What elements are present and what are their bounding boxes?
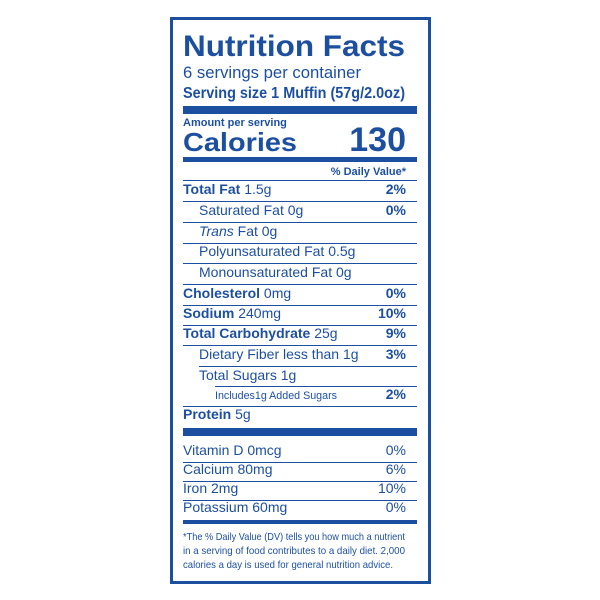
- medium-rule: [183, 520, 417, 524]
- text-part: Dietary Fiber less than: [199, 346, 339, 362]
- thick-rule: [183, 106, 417, 114]
- dv: 0%: [386, 442, 406, 458]
- footnote: calories a day is used for general nutri…: [183, 559, 393, 571]
- nutrient: Total Sugars 1g: [199, 367, 296, 383]
- dv: 9%: [386, 325, 407, 341]
- text-part: Trans: [199, 223, 234, 239]
- thick-rule: [183, 428, 417, 436]
- text-part: Iron: [183, 480, 207, 496]
- title: Nutrition Facts: [183, 30, 405, 63]
- text-part: Potassium: [183, 499, 248, 515]
- dv: 3%: [386, 346, 407, 362]
- dv-header: % Daily Value*: [331, 166, 407, 178]
- nutrient: Total Carbohydrate 25g: [183, 325, 338, 341]
- text-part: 25g: [314, 325, 337, 341]
- nutrient: Polyunsaturated Fat 0.5g: [199, 243, 355, 259]
- text-part: 60mg: [252, 499, 287, 515]
- nutrient: Cholesterol 0mg: [183, 285, 291, 301]
- nutrient: Trans Fat 0g: [199, 223, 277, 239]
- text-part: Sodium: [183, 305, 234, 321]
- dv: 2%: [386, 386, 407, 402]
- vitamin: Vitamin D 0mcg: [183, 442, 282, 458]
- text-part: Monounsaturated Fat: [199, 264, 332, 280]
- text-part: 0g: [288, 202, 304, 218]
- vitamin: Iron 2mg: [183, 480, 238, 496]
- dv: 0%: [386, 285, 407, 301]
- dv: 6%: [386, 461, 406, 477]
- nutrient: Includes1g Added Sugars: [215, 390, 337, 402]
- calories-label: Calories: [183, 127, 297, 157]
- nutrient: Total Fat 1.5g: [183, 181, 271, 197]
- text-part: Vitamin D: [183, 442, 243, 458]
- nutrient: Monounsaturated Fat 0g: [199, 264, 352, 280]
- footnote: *The % Daily Value (DV) tells you how mu…: [183, 531, 405, 543]
- dv: 2%: [386, 181, 407, 197]
- text-part: 80mg: [237, 461, 272, 477]
- vitamin: Potassium 60mg: [183, 499, 287, 515]
- serving-size: Serving size 1 Muffin (57g/2.0oz): [183, 85, 405, 102]
- text-part: 0g: [262, 223, 278, 239]
- text-part: 1.5g: [244, 181, 271, 197]
- text-part: Total Carbohydrate: [183, 325, 311, 341]
- dv: 0%: [386, 202, 407, 218]
- dv: 10%: [378, 305, 407, 321]
- text-part: Calcium: [183, 461, 234, 477]
- servings: 6 servings per container: [183, 63, 361, 82]
- nutrient: Sodium 240mg: [183, 305, 281, 321]
- amount-per-serving: Amount per serving: [183, 117, 287, 129]
- medium-rule: [183, 157, 417, 162]
- text-part: 5g: [235, 406, 251, 422]
- nutrient: Dietary Fiber less than 1g: [199, 346, 359, 362]
- calories-value: 130: [349, 121, 406, 159]
- text-part: 0.5g: [328, 243, 355, 259]
- text-part: Total Sugars: [199, 367, 277, 383]
- text-part: 1g: [343, 346, 359, 362]
- text-part: 0g: [336, 264, 352, 280]
- text-part: 240mg: [238, 305, 281, 321]
- text-part: Total Fat: [183, 181, 241, 197]
- text-part: Protein: [183, 406, 231, 422]
- footnote: in a serving of food contributes to a da…: [183, 545, 405, 557]
- text-part: Cholesterol: [183, 285, 260, 301]
- dv: 0%: [386, 499, 406, 515]
- text-part: 0mcg: [247, 442, 281, 458]
- text-part: 0mg: [264, 285, 291, 301]
- nutrient: Protein 5g: [183, 406, 251, 422]
- text-part: Polyunsaturated Fat: [199, 243, 324, 259]
- dv: 10%: [378, 480, 406, 496]
- text-part: Saturated Fat: [199, 202, 284, 218]
- text-part: 2mg: [211, 480, 238, 496]
- text-part: Fat: [238, 223, 258, 239]
- nutrient: Saturated Fat 0g: [199, 202, 303, 218]
- vitamin: Calcium 80mg: [183, 461, 273, 477]
- text-part: 1g: [281, 367, 297, 383]
